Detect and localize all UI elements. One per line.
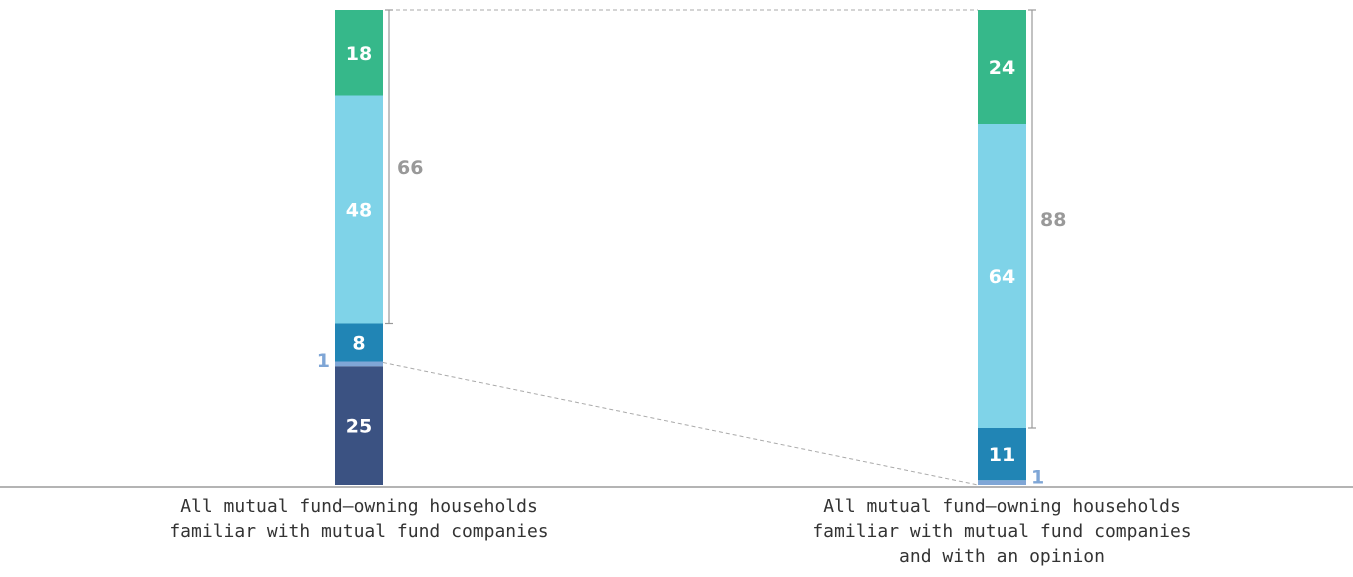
connector-bottom bbox=[382, 362, 979, 486]
bracket-total-label-0: 66 bbox=[397, 157, 423, 179]
bracket-total-label-1: 88 bbox=[1040, 209, 1066, 231]
category-label-0-line-0: All mutual fund–owning households bbox=[180, 496, 538, 517]
bar-segment-1-3 bbox=[978, 124, 1026, 428]
segment-label-1-4: 24 bbox=[989, 57, 1015, 79]
connector-lines bbox=[382, 9, 979, 486]
bar-segment-1-4 bbox=[978, 10, 1026, 124]
segment-label-1-2: 11 bbox=[989, 444, 1015, 466]
category-label-0-line-1: familiar with mutual fund companies bbox=[169, 521, 548, 542]
bar-segment-0-4 bbox=[335, 10, 383, 96]
category-labels: All mutual fund–owning households familia… bbox=[169, 496, 1191, 567]
bar-segment-0-2 bbox=[335, 323, 383, 362]
bracket-annotations: 66 88 bbox=[385, 9, 1066, 429]
bar-segment-1-1 bbox=[978, 480, 1026, 485]
category-label-1-line-2: and with an opinion bbox=[899, 546, 1105, 567]
segment-label-1-3: 64 bbox=[989, 266, 1015, 288]
bar-segment-1-2 bbox=[978, 428, 1026, 481]
segment-label-0-3: 48 bbox=[346, 200, 372, 222]
bar-segment-0-1 bbox=[335, 361, 383, 367]
segment-label-0-2: 8 bbox=[352, 333, 365, 355]
bar-segment-0-0 bbox=[335, 366, 383, 485]
segment-label-0-4: 18 bbox=[346, 43, 372, 65]
segment-label-1-1: 1 bbox=[1031, 467, 1044, 489]
segment-label-0-0: 25 bbox=[346, 416, 372, 438]
category-label-1-line-1: familiar with mutual fund companies bbox=[812, 521, 1191, 542]
bar-segment-0-3 bbox=[335, 95, 383, 324]
category-label-1-line-0: All mutual fund–owning households bbox=[823, 496, 1181, 517]
segment-label-0-1: 1 bbox=[317, 350, 330, 372]
